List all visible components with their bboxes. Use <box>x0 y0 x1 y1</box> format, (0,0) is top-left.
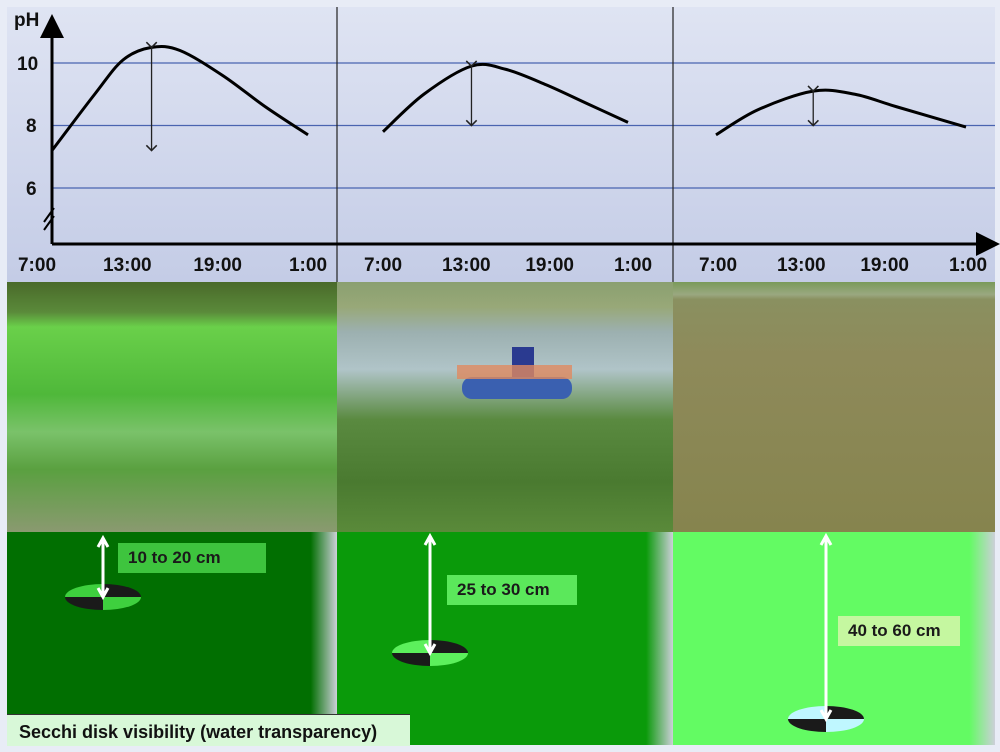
y-axis-label: pH <box>14 10 39 31</box>
depth-arrow <box>423 532 437 657</box>
ph-curve <box>381 62 629 133</box>
x-tick-label: 13:00 <box>777 255 826 276</box>
depth-arrow <box>819 532 833 723</box>
x-tick-label: 7:00 <box>364 255 402 276</box>
pond-photo-moderate-bloom <box>337 282 673 532</box>
secchi-disk-icon <box>788 706 864 732</box>
y-tick-label: 8 <box>26 116 37 137</box>
pond-photo-dense-bloom <box>7 282 337 532</box>
secchi-depth-label: 10 to 20 cm <box>118 543 266 573</box>
x-tick-label: 7:00 <box>699 255 737 276</box>
x-tick-label: 7:00 <box>18 255 56 276</box>
x-tick-label: 1:00 <box>614 255 652 276</box>
chart-background <box>7 7 995 282</box>
depth-arrow <box>96 534 110 601</box>
x-tick-label: 1:00 <box>289 255 327 276</box>
paddlewheel-aerator <box>457 347 577 407</box>
secchi-depth-label: 25 to 30 cm <box>447 575 577 605</box>
x-tick-label: 19:00 <box>193 255 242 276</box>
y-tick-label: 6 <box>26 179 37 200</box>
caption: Secchi disk visibility (water transparen… <box>7 714 410 746</box>
x-tick-label: 19:00 <box>860 255 909 276</box>
secchi-panel-2 <box>337 532 673 745</box>
ph-chart: pH 10 8 6 7:00 13:00 19:00 1:00 7:00 13:00 19:… <box>7 7 1000 282</box>
secchi-disk-icon <box>65 584 141 610</box>
x-tick-label: 13:00 <box>442 255 491 276</box>
secchi-depth-label: 40 to 60 cm <box>838 616 960 646</box>
x-tick-label: 1:00 <box>949 255 987 276</box>
y-tick-label: 10 <box>17 54 38 75</box>
x-tick-label: 13:00 <box>103 255 152 276</box>
ph-curve <box>50 44 309 152</box>
pond-photo-light-bloom <box>673 282 995 532</box>
axis-break-icon <box>43 207 55 231</box>
x-tick-label: 19:00 <box>525 255 574 276</box>
ph-curve <box>715 88 967 137</box>
secchi-disk-icon <box>392 640 468 666</box>
